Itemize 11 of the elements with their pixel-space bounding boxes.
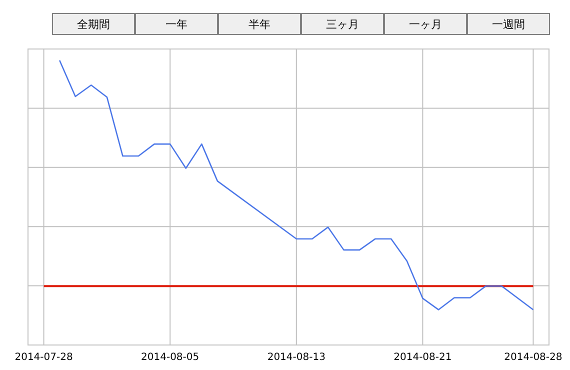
- button: 半年: [218, 13, 301, 35]
- x-tick-label: 2014-08-21: [394, 352, 452, 363]
- x-tick-label: 2014-08-28: [504, 352, 562, 363]
- button: 一ヶ月: [384, 13, 467, 35]
- x-tick-label: 2014-08-05: [141, 352, 200, 363]
- button: 一年: [135, 13, 218, 35]
- button: 全期間: [52, 13, 135, 35]
- button: 一週間: [467, 13, 550, 35]
- button: 三ヶ月: [301, 13, 384, 35]
- x-tick-label: 2014-08-13: [267, 352, 326, 363]
- x-tick-label: 2014-07-28: [14, 352, 73, 363]
